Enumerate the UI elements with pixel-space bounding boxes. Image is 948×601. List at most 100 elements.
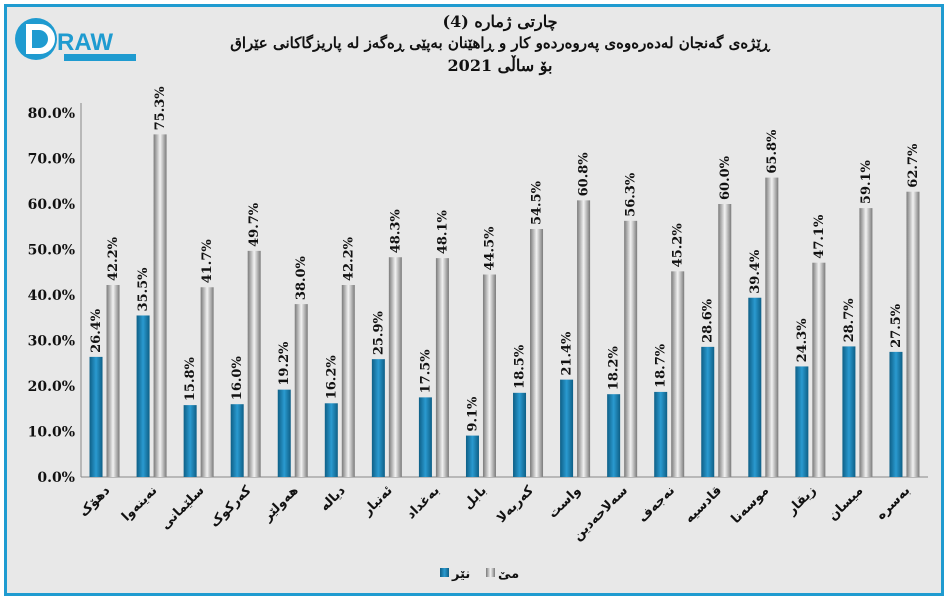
data-label: 16.2% xyxy=(324,355,339,400)
bar-female xyxy=(577,200,591,478)
data-label: 45.2% xyxy=(671,223,686,268)
x-tick-label: نەینەوا xyxy=(119,483,160,524)
bar-male xyxy=(889,351,903,477)
x-tick-label: میسان xyxy=(826,483,867,524)
data-label: 49.7% xyxy=(247,202,262,247)
y-tick-label: 80.0% xyxy=(28,106,75,122)
legend-label: مێ xyxy=(498,567,519,582)
bar-female xyxy=(435,258,449,477)
x-tick-label: هەولێر xyxy=(260,483,302,525)
legend-swatch-male xyxy=(440,568,449,577)
bar-female xyxy=(388,257,402,477)
data-label: 65.8% xyxy=(765,129,780,174)
x-tick-label: دیالە xyxy=(317,483,348,514)
bar-female xyxy=(906,191,920,477)
bar-male xyxy=(324,403,338,477)
data-label: 21.4% xyxy=(560,331,575,376)
bar-female xyxy=(200,287,214,477)
data-label: 44.5% xyxy=(482,226,497,271)
x-tick-label: دهۆک xyxy=(76,483,113,520)
data-label: 75.3% xyxy=(153,86,168,131)
data-label: 9.1% xyxy=(465,396,480,432)
data-label: 38.0% xyxy=(294,255,309,300)
data-label: 18.7% xyxy=(654,343,669,388)
bar-female xyxy=(482,274,496,477)
data-label: 18.2% xyxy=(607,346,622,391)
bar-female xyxy=(294,304,308,477)
bar-male xyxy=(136,315,150,477)
data-label: 54.5% xyxy=(530,180,545,225)
bar-male xyxy=(465,435,479,477)
data-label: 16.0% xyxy=(230,356,245,401)
bar-female xyxy=(812,262,826,477)
bar-female xyxy=(153,134,167,477)
data-label: 39.4% xyxy=(748,249,763,294)
bar-male xyxy=(795,366,809,477)
x-tick-label: قادسیە xyxy=(682,483,725,526)
bar-male xyxy=(89,356,103,477)
bar-male xyxy=(654,391,668,477)
bar-male xyxy=(842,346,856,477)
x-tick-label: زیقار xyxy=(784,483,819,518)
y-tick-label: 60.0% xyxy=(28,197,75,213)
y-tick-label: 30.0% xyxy=(28,334,75,350)
data-label: 47.1% xyxy=(812,214,827,259)
x-tick-label: بەغداد xyxy=(404,483,443,522)
bar-female xyxy=(106,284,120,477)
x-tick-label: بەسرە xyxy=(873,483,913,523)
bar-female xyxy=(859,208,873,477)
draw-logo: RAW xyxy=(15,18,136,61)
x-tick-label: سلێمانی xyxy=(158,483,208,533)
chart-subtitle: ڕێژەی گەنجان لەدەرەوەی پەروەردەو کار و ڕ… xyxy=(230,34,770,52)
data-label: 15.8% xyxy=(183,356,198,401)
bar-female xyxy=(671,271,685,477)
chart-title: چارتی ژمارە (4) xyxy=(442,12,558,31)
legend-label: نێر xyxy=(451,567,470,582)
data-label: 26.4% xyxy=(89,308,104,353)
y-tick-label: 40.0% xyxy=(28,288,75,304)
data-label: 28.6% xyxy=(701,298,716,343)
data-label: 17.5% xyxy=(418,349,433,394)
data-label: 42.2% xyxy=(106,236,121,281)
x-tick-label: واست xyxy=(546,483,584,521)
bar-male xyxy=(607,394,621,477)
data-label: 35.5% xyxy=(136,267,151,312)
bar-female xyxy=(247,250,261,477)
data-label: 48.1% xyxy=(435,209,450,254)
data-label: 24.3% xyxy=(795,318,810,363)
data-label: 18.5% xyxy=(513,344,528,389)
bar-male xyxy=(277,389,291,477)
x-tick-label: کەربەلا xyxy=(494,483,537,526)
chart-subtitle-year: بۆ ساڵی 2021 xyxy=(447,56,553,75)
data-label: 42.2% xyxy=(341,236,356,281)
bar-male xyxy=(701,346,715,477)
bar-female xyxy=(624,220,638,477)
y-tick-label: 20.0% xyxy=(28,379,75,395)
x-tick-label: نەجەف xyxy=(636,483,679,526)
data-label: 28.7% xyxy=(842,298,857,343)
data-label: 25.9% xyxy=(371,310,386,355)
bar-male xyxy=(560,379,574,477)
bar-female xyxy=(341,284,355,477)
y-tick-label: 0.0% xyxy=(37,470,75,486)
bar-female xyxy=(530,229,544,477)
bar-male xyxy=(748,297,762,477)
data-label: 60.8% xyxy=(577,152,592,197)
x-tick-label: بابل xyxy=(461,483,490,512)
data-label: 60.0% xyxy=(718,155,733,200)
data-label: 48.3% xyxy=(388,209,403,254)
bar-male xyxy=(230,404,244,477)
y-tick-label: 70.0% xyxy=(28,152,75,168)
data-label: 27.5% xyxy=(889,303,904,348)
bar-male xyxy=(371,359,385,477)
x-tick-label: موسەنا xyxy=(729,483,773,527)
data-label: 41.7% xyxy=(200,239,215,284)
bar-female xyxy=(765,177,779,478)
x-tick-label: کەرکوک xyxy=(207,483,255,531)
bar-female xyxy=(718,204,732,477)
svg-text:RAW: RAW xyxy=(57,29,113,56)
data-label: 62.7% xyxy=(906,143,921,188)
y-tick-label: 10.0% xyxy=(28,425,75,441)
data-label: 19.2% xyxy=(277,341,292,386)
